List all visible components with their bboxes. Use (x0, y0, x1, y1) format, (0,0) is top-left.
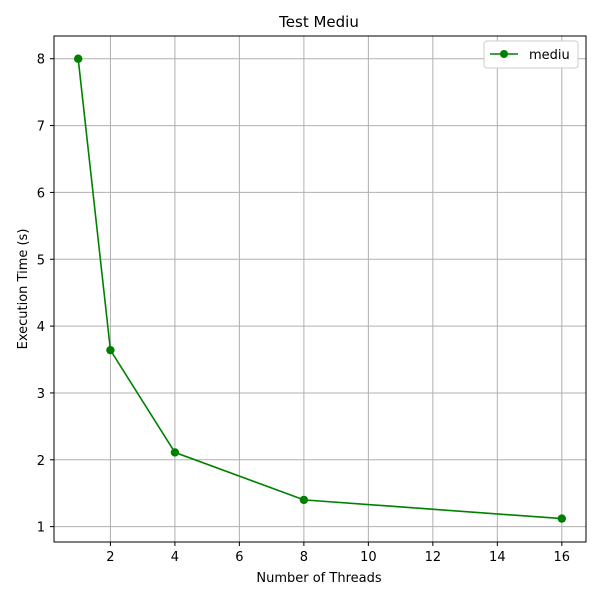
x-tick-label: 14 (489, 550, 506, 565)
data-point (170, 448, 180, 457)
x-axis-label: Number of Threads (256, 571, 381, 586)
grid-lines (54, 36, 586, 542)
data-point (73, 54, 83, 63)
y-tick-label: 4 (37, 320, 45, 335)
data-point (106, 345, 115, 355)
y-tick-label: 6 (37, 186, 45, 201)
x-tick-label: 4 (171, 550, 179, 565)
x-tick-label: 10 (360, 550, 377, 565)
data-point (557, 514, 567, 523)
legend-marker-mediu (500, 50, 508, 58)
legend-box (483, 40, 579, 69)
y-tick-label: 8 (37, 53, 45, 68)
y-axis-ticks: 1 2 3 4 5 6 7 8 (37, 53, 54, 536)
data-point (299, 495, 309, 505)
y-tick-label: 1 (37, 521, 45, 536)
chart-title: Test Mediu (278, 13, 359, 31)
x-tick-label: 8 (300, 550, 308, 565)
x-axis-ticks: 2 4 6 8 10 12 14 16 (106, 542, 570, 565)
plot-area-frame (53, 35, 587, 543)
x-tick-label: 16 (554, 550, 571, 565)
series-layer (73, 54, 567, 523)
y-axis-label: Execution Time (s) (16, 229, 31, 350)
y-tick-label: 7 (37, 120, 45, 135)
legend: mediu (483, 40, 579, 69)
legend-label-mediu: mediu (529, 48, 570, 63)
series-line-mediu (77, 58, 562, 520)
y-tick-label: 3 (37, 387, 45, 402)
y-tick-label: 5 (37, 253, 45, 268)
x-tick-label: 2 (106, 550, 114, 565)
y-tick-label: 2 (37, 454, 45, 469)
x-tick-label: 6 (235, 550, 243, 565)
x-tick-label: 12 (425, 550, 442, 565)
